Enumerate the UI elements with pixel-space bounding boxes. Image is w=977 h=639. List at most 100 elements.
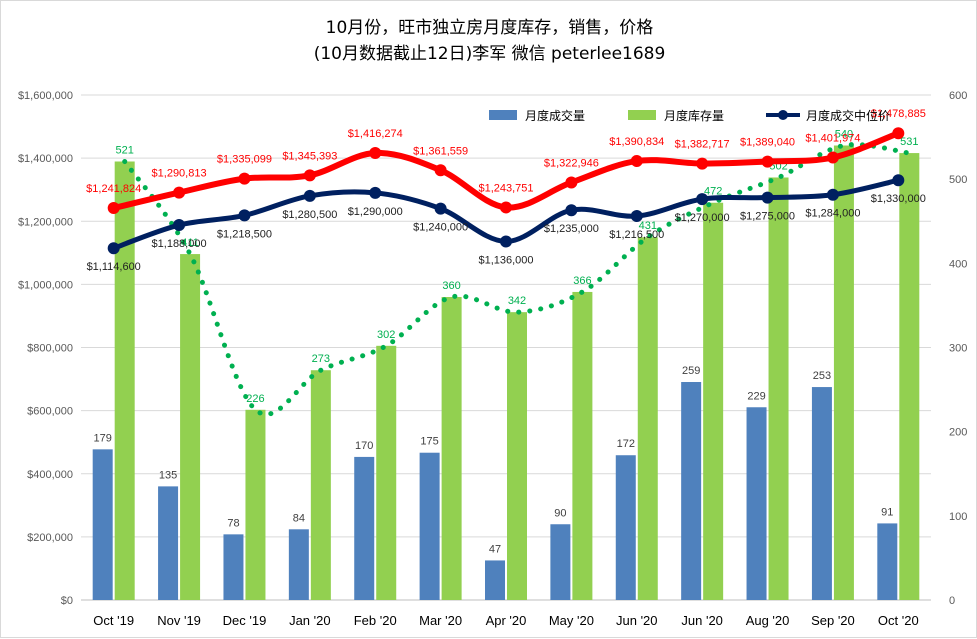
average-price-marker [303,169,316,182]
average-price-marker [565,176,578,189]
x-axis-tick-label: Oct '20 [878,613,919,628]
bar-inventory [833,145,854,600]
bar-inventory [572,291,593,600]
bar-inventory [180,254,201,600]
bar-inventory-label: 360 [442,280,460,292]
bar-inventory [114,161,135,600]
legend-label-median: 月度成交中位价 [806,108,890,123]
bar-sales [223,534,244,600]
bar-sales [288,529,309,600]
x-axis-tick-label: Jun '20 [616,613,658,628]
median-price-marker [630,210,643,223]
bar-sales [550,524,571,600]
right-axis-tick-label: 500 [949,174,967,186]
average-price-marker [826,151,839,164]
x-axis-tick-label: Mar '20 [419,613,462,628]
legend-swatch-inventory [628,110,656,120]
left-axis-tick-label: $200,000 [27,532,73,544]
average-price-marker [369,146,382,159]
bar-sales-label: 78 [227,517,239,529]
left-axis-tick-label: $0 [61,595,73,607]
median-price-label: $1,290,000 [348,206,403,218]
average-price-label: $1,322,946 [544,157,599,169]
left-axis-tick-label: $1,200,000 [18,216,73,228]
average-price-label: $1,389,040 [740,137,795,149]
median-price-label: $1,275,000 [740,211,795,223]
bar-inventory [245,409,266,600]
x-axis-tick-label: Feb '20 [354,613,397,628]
average-price-marker [761,155,774,168]
bar-sales-label: 84 [293,512,305,524]
average-price-marker [107,202,120,215]
bar-sales [811,387,832,600]
bar-sales-label: 175 [420,436,438,448]
bar-inventory-label: 431 [639,220,657,232]
bar-inventory-label: 411 [181,237,199,249]
median-price-label: $1,270,000 [675,212,730,224]
median-price-label: $1,284,000 [805,208,860,220]
left-axis-tick-label: $400,000 [27,469,73,481]
median-price-label: $1,218,500 [217,228,272,240]
median-price-marker [500,235,512,248]
bar-sales [877,523,898,600]
right-axis-tick-label: 600 [949,90,967,102]
bar-sales-label: 259 [682,365,700,377]
average-price-marker [696,157,709,170]
inventory-trendline [122,142,912,417]
bar-sales-label: 91 [881,506,893,518]
bar-sales-label: 47 [489,543,501,555]
legend-label-inventory: 月度库存量 [664,108,724,123]
median-price-marker [173,219,186,232]
bar-inventory [376,345,397,600]
bar-inventory [441,297,462,600]
bar-inventory-label: 302 [377,329,395,341]
average-price-label: $1,416,274 [348,128,403,140]
median-price-label: $1,114,600 [87,261,141,273]
median-price-marker [761,191,774,204]
left-axis-tick-label: $800,000 [27,343,73,355]
average-price-marker [173,186,186,199]
average-price-marker [630,155,643,168]
median-price-marker [696,193,709,206]
x-axis-tick-label: May '20 [549,613,594,628]
bar-sales-label: 229 [747,390,765,402]
bar-inventory [703,202,724,600]
right-axis-tick-label: 200 [949,427,967,439]
bar-sales [354,456,375,600]
left-axis-tick-label: $600,000 [27,406,73,418]
x-axis-tick-label: Apr '20 [486,613,527,628]
bar-inventory-label: 521 [116,144,134,156]
average-price-label: $1,401,974 [805,133,860,145]
x-axis-tick-label: Dec '19 [223,613,267,628]
legend-label-sales: 月度成交量 [525,108,585,123]
median-price-label: $1,240,000 [413,222,468,234]
bar-inventory [637,237,658,600]
median-price-marker [107,242,120,255]
average-price-label: $1,243,751 [478,182,533,194]
bar-sales [681,382,702,600]
left-axis-tick-label: $1,400,000 [18,153,73,165]
median-price-label: $1,188,000 [152,238,207,250]
average-price-label: $1,345,393 [282,150,337,162]
median-price-marker [238,209,251,222]
chart-title: 10月份，旺市独立房月度库存，销售，价格 [325,18,654,38]
bar-inventory [899,153,920,600]
right-axis-tick-label: 0 [949,595,955,607]
median-price-marker [369,186,382,199]
median-price-label: $1,216,500 [609,229,664,241]
bar-sales [419,452,440,600]
median-price-marker [826,188,839,201]
median-price-marker [565,204,578,217]
legend-swatch-sales [489,110,517,120]
bar-sales [158,486,179,600]
x-axis-tick-label: Oct '19 [93,613,134,628]
bar-sales-label: 179 [94,432,112,444]
bar-sales-label: 170 [355,440,373,452]
average-price-marker [892,127,905,140]
bar-inventory-label: 342 [508,295,526,307]
x-axis-tick-label: Sep '20 [811,613,855,628]
average-price-label: $1,478,885 [871,108,926,120]
average-price-marker [434,164,447,177]
bar-sales [485,560,505,600]
